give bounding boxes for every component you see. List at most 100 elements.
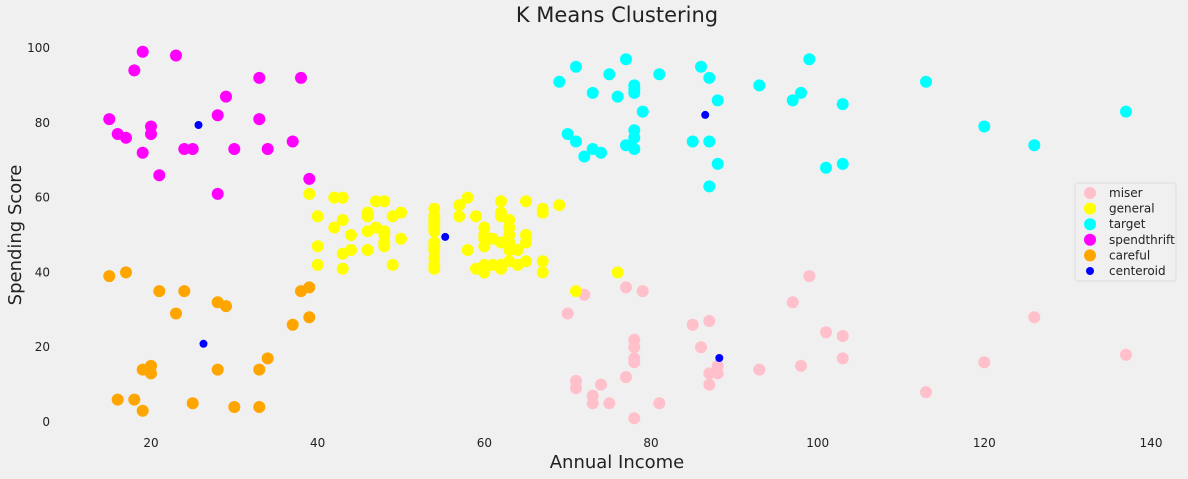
y-tick-label: 60 (35, 191, 50, 205)
y-tick-label: 20 (35, 340, 50, 354)
point-target (611, 90, 624, 103)
point-target (786, 94, 799, 107)
plot-area (40, 32, 1175, 437)
point-miser (628, 356, 641, 369)
point-careful (220, 300, 232, 313)
point-miser (695, 341, 707, 354)
point-general (311, 210, 324, 223)
point-general (428, 262, 441, 275)
point-miser (703, 378, 716, 391)
point-miser (586, 389, 599, 402)
point-general (478, 258, 491, 271)
point-general (311, 240, 324, 253)
point-target (603, 68, 616, 81)
point-target (586, 86, 599, 99)
point-spendthrift (186, 143, 199, 155)
x-tick-label: 100 (806, 436, 829, 450)
point-centeroid (441, 232, 450, 241)
point-target (836, 157, 849, 170)
point-target (620, 53, 632, 66)
point-target (803, 53, 816, 66)
legend-label-centeroid: centeroid (1109, 264, 1166, 278)
legend-marker-target (1084, 218, 1096, 231)
point-target (553, 75, 566, 88)
point-miser (786, 296, 799, 309)
point-target (1120, 105, 1132, 118)
point-spendthrift (228, 143, 241, 155)
point-miser (803, 270, 816, 283)
legend-label-general: general (1109, 202, 1155, 216)
point-miser (620, 371, 632, 384)
point-target (570, 135, 582, 148)
point-general (370, 195, 382, 208)
point-general (428, 202, 441, 215)
point-target (920, 75, 932, 88)
point-miser (836, 352, 849, 365)
point-general (336, 214, 349, 226)
point-miser (595, 378, 607, 391)
point-general (336, 191, 349, 204)
point-careful (145, 367, 157, 380)
point-general (311, 258, 324, 271)
y-tick-label: 100 (27, 41, 50, 55)
point-general (495, 206, 507, 219)
point-miser (920, 386, 932, 399)
point-general (336, 262, 349, 275)
x-axis-ticks: 20 40 60 80 100 120 140 (143, 436, 1162, 450)
point-general (511, 244, 524, 256)
point-target (628, 83, 641, 96)
point-spendthrift (253, 113, 266, 126)
point-general (503, 236, 516, 249)
x-axis-label: Annual Income (550, 452, 685, 473)
legend-box (1074, 182, 1177, 282)
point-general (520, 255, 532, 268)
legend-label-spendthrift: spendthrift (1109, 233, 1175, 247)
point-miser (620, 281, 632, 294)
point-spendthrift (136, 146, 149, 159)
y-tick-label: 40 (35, 265, 50, 279)
point-careful (211, 363, 224, 376)
x-tick-label: 20 (143, 436, 158, 450)
point-general (453, 210, 466, 223)
point-general (461, 191, 474, 204)
point-careful (153, 285, 166, 298)
x-tick-label: 60 (477, 436, 492, 450)
point-miser (628, 341, 641, 354)
chart-title: K Means Clustering (516, 3, 718, 27)
point-centeroid (194, 121, 203, 129)
point-miser (636, 285, 649, 298)
point-general (303, 187, 316, 200)
legend-marker-general (1084, 202, 1096, 215)
point-target (686, 135, 699, 148)
point-target (695, 60, 707, 73)
point-general (395, 206, 407, 219)
point-target (836, 98, 849, 111)
legend-label-target: target (1109, 217, 1146, 231)
point-target (636, 105, 649, 118)
point-target (753, 79, 766, 92)
point-general (520, 229, 532, 241)
point-general (553, 199, 566, 212)
point-miser (1120, 348, 1132, 361)
point-general (536, 266, 549, 279)
point-careful (303, 281, 316, 294)
point-general (453, 199, 466, 212)
point-careful (303, 311, 316, 324)
point-target (711, 157, 724, 170)
point-general (345, 244, 357, 256)
point-careful (128, 393, 141, 406)
x-tick-label: 80 (643, 436, 658, 450)
point-general (328, 221, 341, 234)
legend-marker-careful (1084, 249, 1096, 262)
point-careful (136, 404, 149, 417)
point-spendthrift (153, 169, 166, 182)
point-general (361, 244, 374, 256)
point-careful (286, 318, 299, 331)
point-spendthrift (303, 172, 316, 185)
point-general (478, 240, 491, 253)
point-target (795, 86, 807, 99)
point-careful (253, 363, 266, 376)
point-miser (603, 397, 616, 410)
x-tick-label: 40 (310, 436, 325, 450)
point-general (395, 232, 407, 245)
